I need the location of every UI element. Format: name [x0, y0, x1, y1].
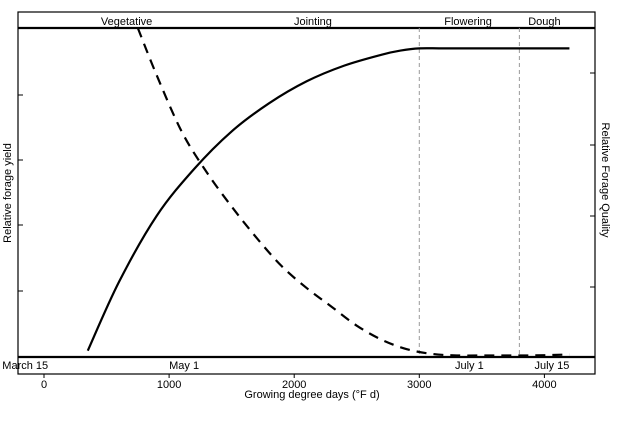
x-axis-label: Growing degree days (°F d): [244, 389, 379, 401]
y-axis-label-right: Relative Forage Quality: [599, 123, 611, 238]
quality-curve: [136, 27, 570, 357]
right-axis-ticks: [590, 72, 595, 288]
x-tick-label-3000: 3000: [407, 379, 431, 391]
yield-curve: [86, 47, 570, 352]
left-axis-ticks: [18, 94, 23, 292]
date-labels: March 15 May 1 July 1 July 15: [2, 360, 569, 372]
x-tick-label-1000: 1000: [157, 379, 181, 391]
x-axis-ticks: 0 1000 2000 3000 4000: [41, 374, 557, 391]
series-layer: [86, 27, 570, 357]
stage-label-dough: Dough: [528, 16, 560, 28]
x-tick-label-0: 0: [41, 379, 47, 391]
growth-stage-labels: Vegetative Jointing Flowering Dough: [101, 16, 561, 28]
date-label-3: July 15: [534, 360, 569, 372]
date-label-2: July 1: [455, 360, 484, 372]
stage-label-jointing: Jointing: [294, 16, 332, 28]
stage-label-vegetative: Vegetative: [101, 16, 152, 28]
date-label-0: March 15: [2, 360, 48, 372]
date-label-1: May 1: [169, 360, 199, 372]
y-axis-label-left: Relative forage yield: [2, 143, 14, 243]
x-tick-label-4000: 4000: [532, 379, 556, 391]
x-tick-label-2000: 2000: [282, 379, 306, 391]
plot-frame: [17, 11, 596, 375]
stage-label-flowering: Flowering: [444, 16, 492, 28]
stage-boundaries: [418, 28, 520, 357]
